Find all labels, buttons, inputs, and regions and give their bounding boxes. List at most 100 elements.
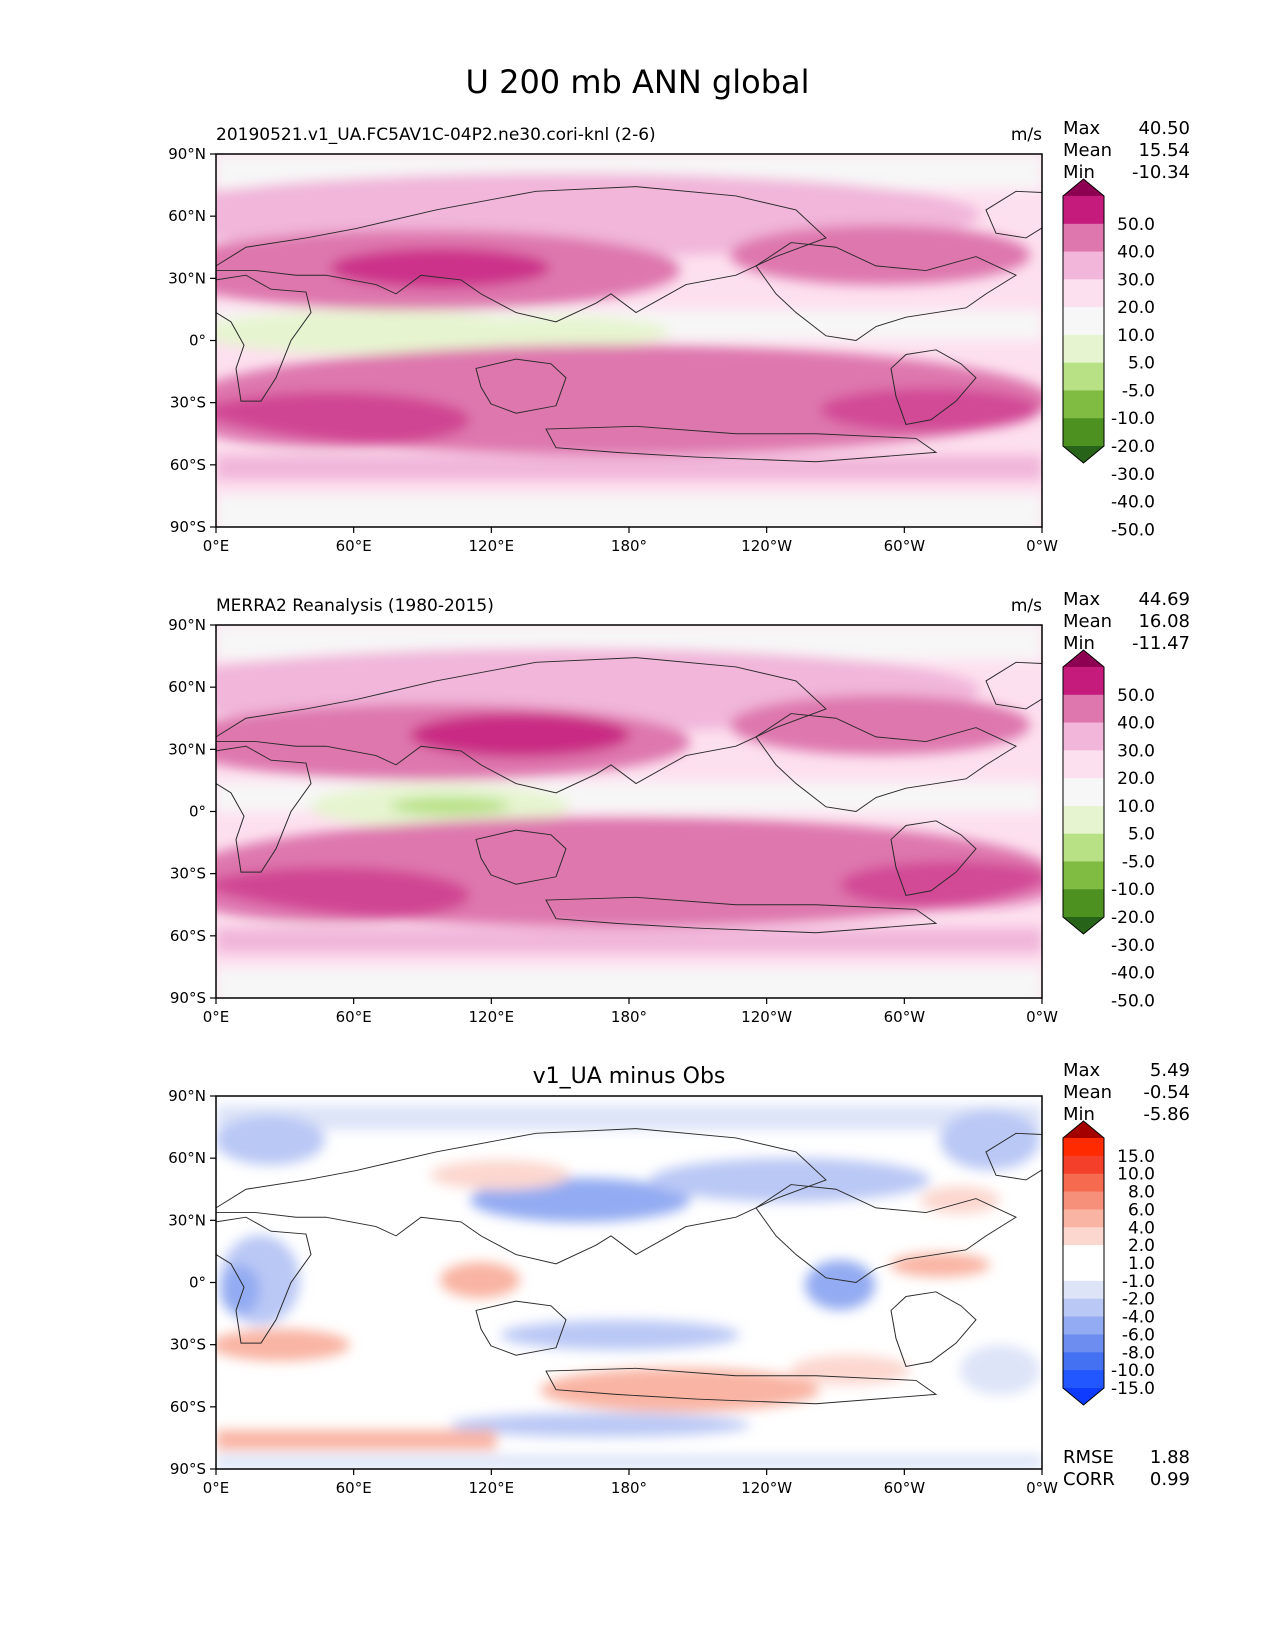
colorbar-segment <box>1063 778 1104 807</box>
x-tick-label: 0°W <box>1026 1008 1058 1026</box>
panel-reference: MERRA2 Reanalysis (1980-2015) m/s Max 44… <box>168 589 1190 1026</box>
colorbar-segment <box>1063 1298 1104 1318</box>
colorbar-segment <box>1063 418 1104 447</box>
colorbar-segment <box>1063 307 1104 336</box>
x-tick-label: 60°E <box>336 537 372 555</box>
colorbar-segment <box>1063 833 1104 862</box>
stat-value: 40.50 <box>1138 118 1190 139</box>
x-tick-label: 60°W <box>884 1479 926 1497</box>
stat-label: Max <box>1063 118 1101 139</box>
colorbar-extend-min <box>1063 1388 1104 1405</box>
colorbar-label: 10.0 <box>1117 797 1155 817</box>
panel-test: 20190521.v1_UA.FC5AV1C-04P2.ne30.cori-kn… <box>168 118 1190 555</box>
colorbar-segment <box>1063 334 1104 364</box>
colorbar-label: 2.0 <box>1128 1236 1155 1256</box>
colorbar-label: -50.0 <box>1111 991 1155 1011</box>
colorbar-segment <box>1063 196 1104 225</box>
colorbar-label: -10.0 <box>1111 409 1155 429</box>
x-tick-label: 0°W <box>1026 537 1058 555</box>
x-tick-label: 120°W <box>741 537 792 555</box>
colorbar-segment <box>1063 1334 1104 1353</box>
colorbar-label: -1.0 <box>1122 1272 1155 1292</box>
colorbar-label: -5.0 <box>1122 381 1155 401</box>
y-tick-label: 90°N <box>168 145 206 163</box>
y-tick-label: 60°N <box>168 1149 206 1167</box>
colorbar: 50.0 40.0 30.0 20.0 10.0 5.0 -5.0 -10.0 -20.0 -30… <box>1062 178 1155 540</box>
colorbar-segment <box>1063 861 1104 890</box>
y-tick-label: 90°S <box>170 989 206 1007</box>
colorbar-label: 40.0 <box>1117 243 1155 263</box>
stat-value: 15.54 <box>1138 140 1190 161</box>
y-tick-label: 30°N <box>168 269 206 287</box>
colorbar-label: -20.0 <box>1111 908 1155 928</box>
colorbar-label: 20.0 <box>1117 769 1155 789</box>
colorbar-label: 40.0 <box>1117 714 1155 734</box>
colorbar-outline <box>1062 1120 1105 1406</box>
y-tick-label: 90°S <box>170 518 206 536</box>
stat-label: Mean <box>1063 1082 1112 1103</box>
stat-label: Min <box>1063 162 1095 183</box>
colorbar-outline <box>1062 178 1105 464</box>
colorbar-extend-max <box>1063 1121 1104 1138</box>
stat-label: Max <box>1063 589 1101 610</box>
stat-value: 16.08 <box>1138 611 1190 632</box>
colorbar-segment <box>1063 279 1104 308</box>
stat-value: -10.34 <box>1132 162 1190 183</box>
map-field <box>216 625 1042 998</box>
colorbar-label: 30.0 <box>1117 270 1155 290</box>
colorbar-label: 15.0 <box>1117 1147 1155 1167</box>
y-tick-label: 60°N <box>168 207 206 225</box>
colorbar-segment <box>1063 694 1104 724</box>
colorbar-label: -10.0 <box>1111 1361 1155 1381</box>
colorbar-label: 20.0 <box>1117 298 1155 318</box>
panel-title: MERRA2 Reanalysis (1980-2015) <box>216 596 494 616</box>
metric-value: 0.99 <box>1150 1469 1190 1490</box>
colorbar-segment <box>1063 1227 1104 1246</box>
x-tick-label: 120°E <box>469 537 515 555</box>
x-tick-label: 180° <box>611 1479 647 1497</box>
colorbar-label: -2.0 <box>1122 1290 1155 1310</box>
metric-label: CORR <box>1063 1469 1115 1490</box>
colorbar-label: -40.0 <box>1111 493 1155 513</box>
stats-box: Max 40.50 Mean 15.54 Min -10.34 <box>1063 118 1190 183</box>
metric-value: 1.88 <box>1150 1447 1190 1468</box>
panel-difference: v1_UA minus Obs Max 5.49 Mean -0.54 Min … <box>168 1060 1190 1497</box>
colorbar-label: -5.0 <box>1122 852 1155 872</box>
colorbar-segment <box>1063 1352 1104 1371</box>
x-tick-label: 0°W <box>1026 1479 1058 1497</box>
y-tick-label: 30°S <box>170 1336 206 1354</box>
y-tick-label: 60°N <box>168 678 206 696</box>
colorbar-extend-min <box>1063 917 1104 934</box>
colorbar-label: 4.0 <box>1128 1218 1155 1238</box>
colorbar-segment <box>1063 1316 1104 1335</box>
colorbar-segment <box>1063 1191 1104 1210</box>
y-tick-label: 60°S <box>170 456 206 474</box>
colorbar-segment <box>1063 1155 1104 1175</box>
x-tick-label: 120°W <box>741 1479 792 1497</box>
y-tick-label: 0° <box>189 1274 206 1292</box>
panel-title: 20190521.v1_UA.FC5AV1C-04P2.ne30.cori-kn… <box>216 125 656 145</box>
x-tick-label: 60°E <box>336 1479 372 1497</box>
x-tick-label: 180° <box>611 537 647 555</box>
colorbar-segment <box>1063 390 1104 419</box>
colorbar-label: -30.0 <box>1111 465 1155 485</box>
colorbar-label: 10.0 <box>1117 1165 1155 1185</box>
colorbar-extend-min <box>1063 446 1104 463</box>
colorbar-segment <box>1063 251 1104 280</box>
colorbar-label: -40.0 <box>1111 964 1155 984</box>
colorbar-extend-max <box>1063 650 1104 667</box>
colorbar-label: -30.0 <box>1111 936 1155 956</box>
stat-value: -11.47 <box>1132 633 1190 654</box>
units-label: m/s <box>1011 125 1042 145</box>
stat-value: -5.86 <box>1143 1104 1190 1125</box>
y-axis: 90°N 60°N 30°N 0° 30°S 60°S 90°S <box>168 616 216 1007</box>
x-tick-label: 0°E <box>203 1008 230 1026</box>
x-axis: 0°E 60°E 120°E 180° 120°W 60°W 0°W <box>203 998 1058 1026</box>
x-tick-label: 180° <box>611 1008 647 1026</box>
colorbar-label: -15.0 <box>1111 1379 1155 1399</box>
stat-label: Mean <box>1063 140 1112 161</box>
colorbar-label: -10.0 <box>1111 880 1155 900</box>
colorbar: 50.0 40.0 30.0 20.0 10.0 5.0 -5.0 -10.0 -20.0 -30… <box>1062 649 1155 1011</box>
x-tick-label: 120°W <box>741 1008 792 1026</box>
